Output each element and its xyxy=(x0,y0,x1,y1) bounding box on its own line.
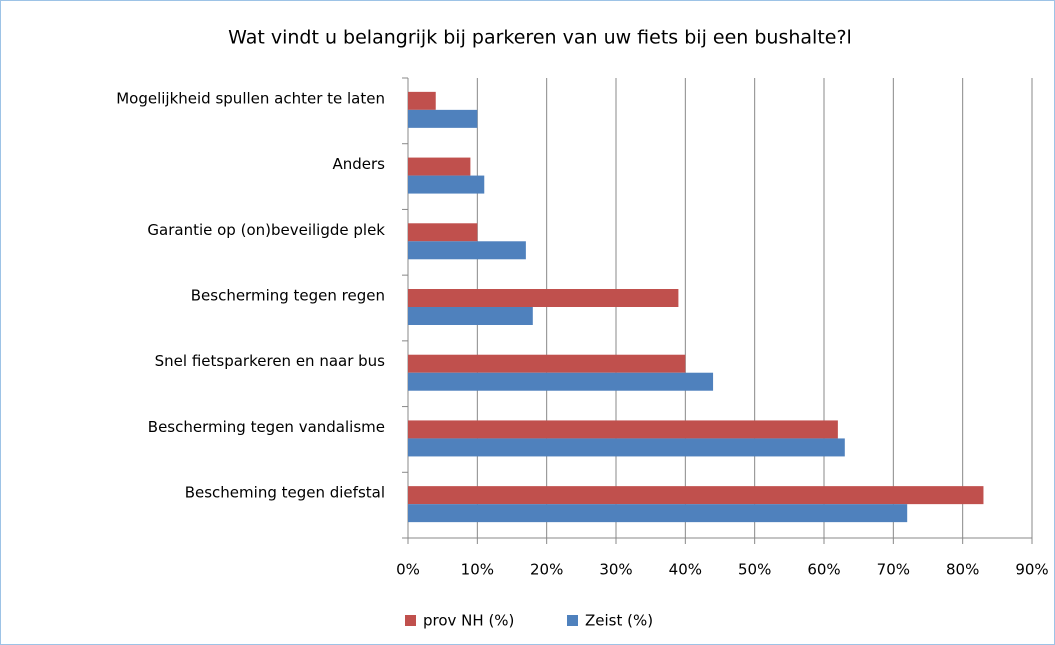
x-tick-label: 20% xyxy=(530,561,563,579)
bar xyxy=(408,175,485,194)
x-tick-label: 30% xyxy=(599,561,632,579)
bar xyxy=(408,289,679,307)
y-tick-label: Snel fietsparkeren en naar bus xyxy=(155,352,386,370)
bar xyxy=(408,91,436,110)
bar xyxy=(408,486,984,505)
legend-swatch xyxy=(405,615,416,626)
y-tick-label: Garantie op (on)beveiligde plek xyxy=(147,221,385,239)
x-tick-label: 60% xyxy=(807,561,840,579)
y-tick-label: Bescherming tegen vandalisme xyxy=(148,418,385,436)
bar xyxy=(408,504,908,523)
x-tick-label: 10% xyxy=(461,561,494,579)
x-tick-label: 90% xyxy=(1015,561,1048,579)
y-tick-label: Bescherming tegen regen xyxy=(191,287,385,305)
x-tick-label: 70% xyxy=(877,561,910,579)
bar xyxy=(408,438,845,457)
bar xyxy=(408,372,714,391)
legend-label: prov NH (%) xyxy=(423,612,514,630)
bar xyxy=(408,223,478,242)
y-tick-label: Anders xyxy=(333,155,386,173)
x-tick-label: 40% xyxy=(669,561,702,579)
y-tick-label: Mogelijkheid spullen achter te laten xyxy=(116,89,385,107)
legend-swatch xyxy=(567,615,578,626)
bar xyxy=(408,241,526,260)
y-tick-label: Bescheming tegen diefstal xyxy=(185,484,385,502)
bar xyxy=(408,354,686,373)
chart-title: Wat vindt u belangrijk bij parkeren van … xyxy=(228,27,852,49)
bar xyxy=(408,420,838,439)
bar xyxy=(408,307,533,325)
legend-label: Zeist (%) xyxy=(585,612,653,630)
x-tick-label: 50% xyxy=(738,561,771,579)
x-tick-label: 0% xyxy=(396,561,420,579)
bar xyxy=(408,157,471,176)
x-tick-label: 80% xyxy=(946,561,979,579)
bar xyxy=(408,109,478,128)
